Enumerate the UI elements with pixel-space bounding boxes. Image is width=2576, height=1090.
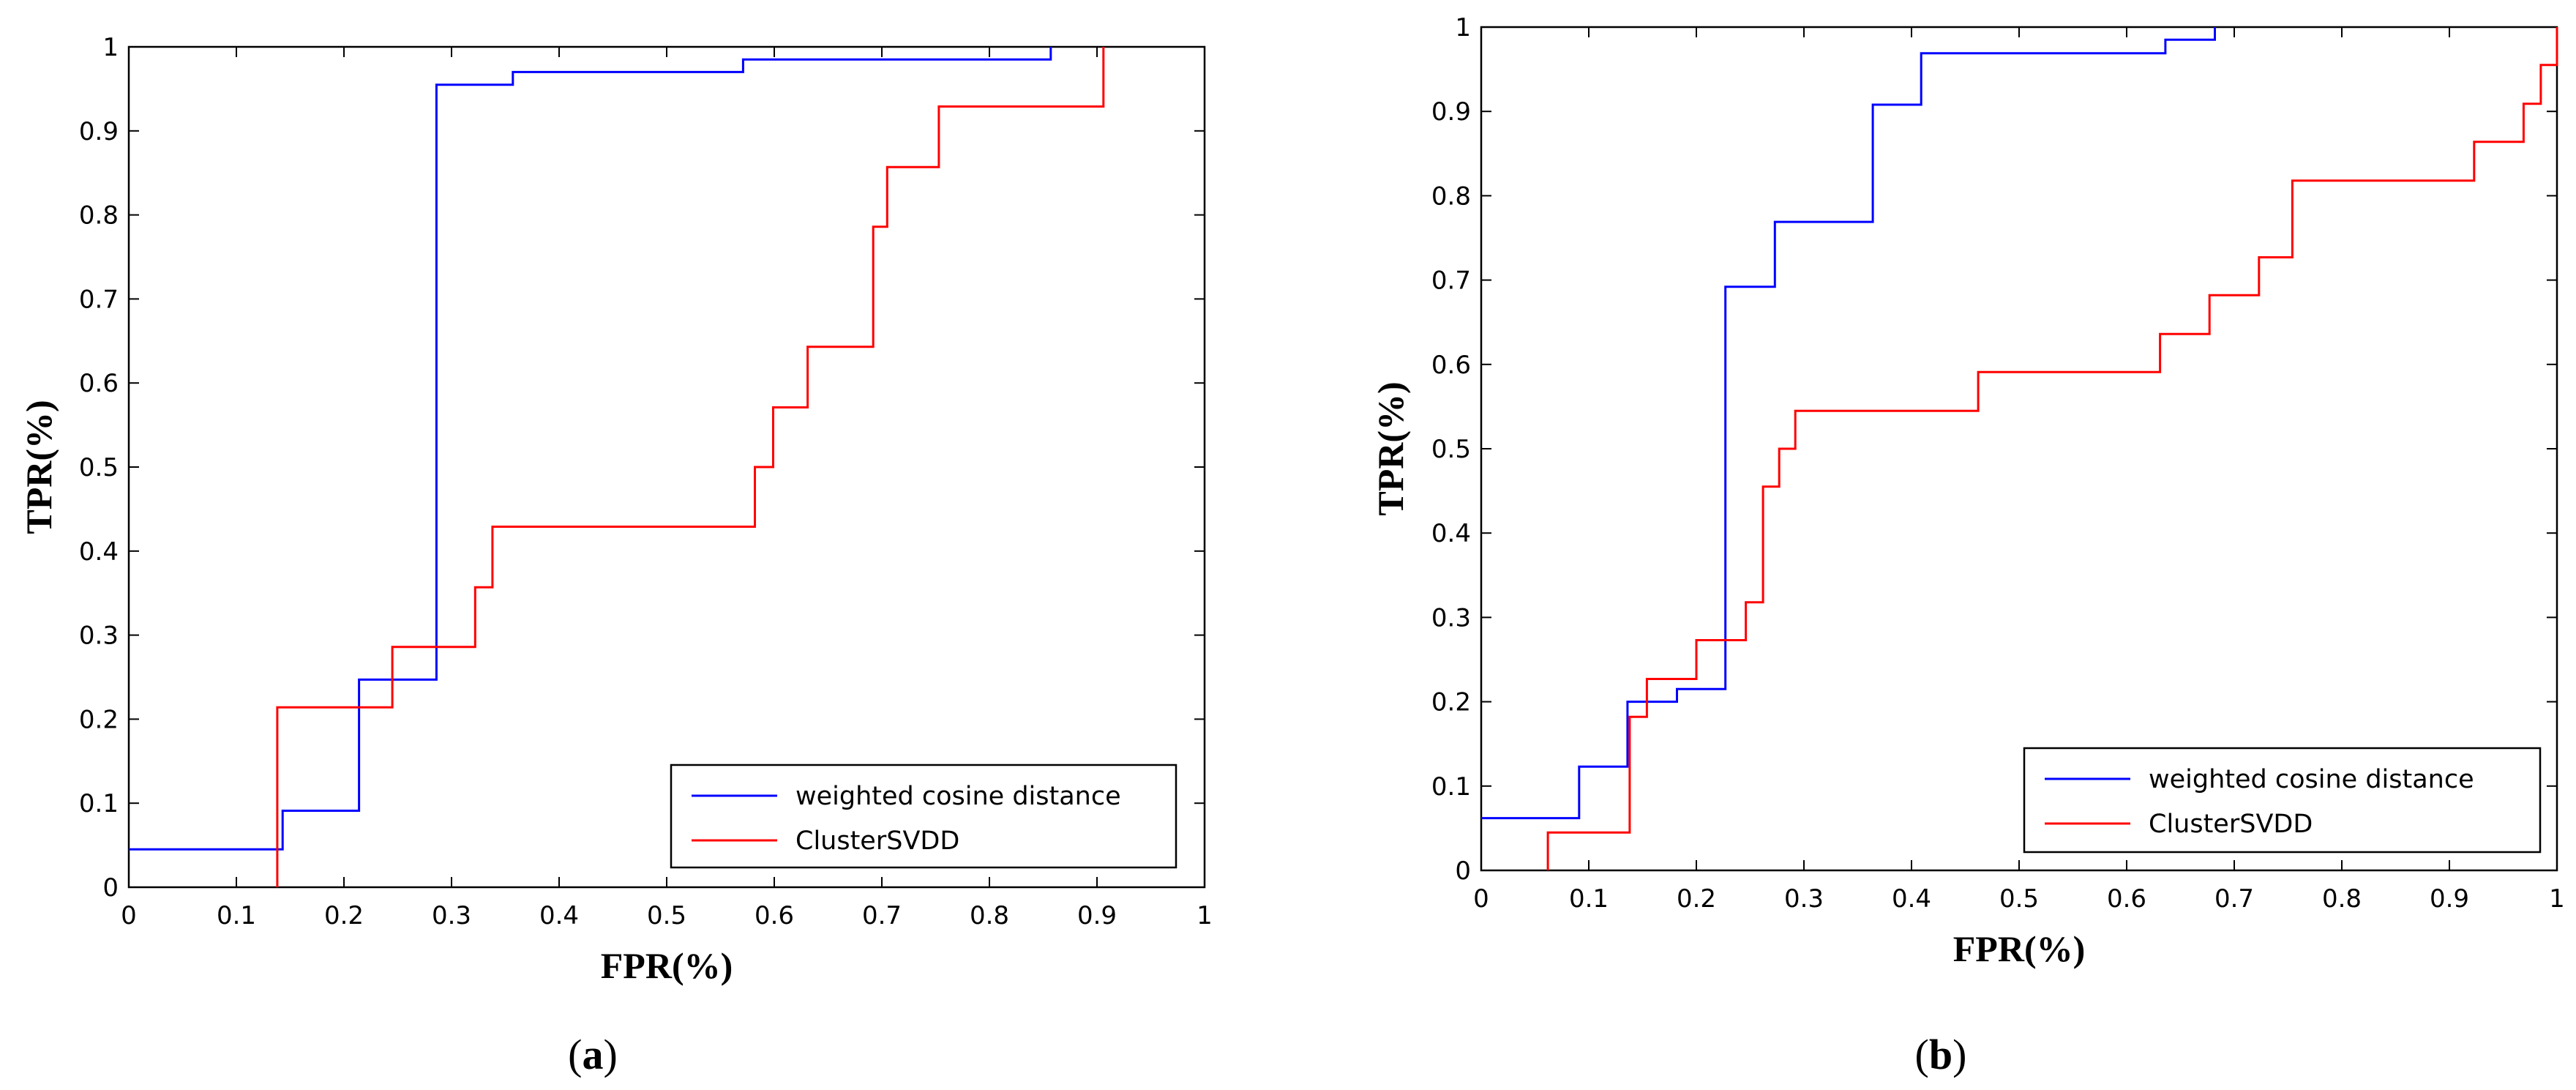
x-tick-label: 0.3 bbox=[432, 901, 471, 930]
y-tick-label: 0.1 bbox=[1431, 772, 1471, 802]
y-tick-label: 0.6 bbox=[1431, 351, 1471, 380]
y-tick-label: 0.1 bbox=[79, 789, 119, 818]
y-tick-label: 0.9 bbox=[79, 117, 119, 146]
y-axis-label: TPR(%) bbox=[1370, 381, 1411, 515]
axes-box bbox=[1480, 26, 2558, 872]
x-tick-label: 0.5 bbox=[647, 901, 686, 930]
legend: weighted cosine distance ClusterSVDD bbox=[2023, 747, 2542, 854]
y-tick-label: 0.2 bbox=[1431, 688, 1471, 717]
y-tick-label: 0.8 bbox=[79, 201, 119, 231]
x-tick-label: 0.6 bbox=[755, 901, 794, 930]
x-tick-label: 0.2 bbox=[324, 901, 364, 930]
y-tick-label: 0 bbox=[1455, 856, 1471, 886]
panel-label: (a) bbox=[568, 1031, 618, 1078]
x-tick-label: 0.7 bbox=[2214, 884, 2254, 914]
x-tick-label: 0.8 bbox=[970, 901, 1009, 930]
x-tick-label: 0.1 bbox=[1569, 884, 1609, 914]
y-tick-label: 0.3 bbox=[79, 621, 119, 651]
legend-entry: weighted cosine distance bbox=[2149, 765, 2474, 794]
x-tick-label: 0.1 bbox=[217, 901, 256, 930]
y-tick-label: 0.9 bbox=[1431, 97, 1471, 127]
legend-entry: ClusterSVDD bbox=[795, 826, 959, 856]
y-tick-label: 0.3 bbox=[1431, 603, 1471, 632]
y-tick-label: 0.5 bbox=[79, 453, 119, 482]
y-tick-label: 0.5 bbox=[1431, 435, 1471, 464]
chart-panel-a: 0 0.1 0.2 0.3 0.4 0.5 0.6 0.7 0.8 0.9 1 0 0.1 0.2 0.3 0… bbox=[18, 33, 1213, 1078]
x-tick-label: 1 bbox=[1197, 901, 1213, 930]
x-tick-label: 0.8 bbox=[2322, 884, 2362, 914]
series-line-weighted-cosine bbox=[1481, 27, 2216, 820]
series-line-clustersvdd bbox=[276, 47, 1105, 887]
legend-entry: ClusterSVDD bbox=[2149, 810, 2313, 839]
x-tick-label: 0.2 bbox=[1677, 884, 1716, 914]
x-tick-label: 0.7 bbox=[862, 901, 902, 930]
y-axis-label: TPR(%) bbox=[18, 400, 59, 534]
legend-box bbox=[670, 764, 1177, 869]
legend-box bbox=[2023, 747, 2542, 854]
x-tick-label: 1 bbox=[2549, 884, 2565, 914]
y-tick-label: 0.2 bbox=[79, 705, 119, 734]
x-tick-label: 0 bbox=[1473, 884, 1489, 914]
x-tick-label: 0.9 bbox=[2430, 884, 2469, 914]
y-tick-label: 0.8 bbox=[1431, 182, 1471, 211]
y-tick-label: 0.6 bbox=[79, 369, 119, 398]
y-tick-label: 0.7 bbox=[79, 285, 119, 314]
x-tick-label: 0 bbox=[121, 901, 137, 930]
legend-entry: weighted cosine distance bbox=[795, 782, 1121, 811]
panel-label: (b) bbox=[1915, 1031, 1967, 1078]
x-tick-label: 0.6 bbox=[2107, 884, 2146, 914]
x-axis-label: FPR(%) bbox=[601, 945, 733, 986]
axes-box bbox=[127, 45, 1206, 889]
y-tick-label: 0.4 bbox=[1431, 519, 1471, 548]
x-tick-label: 0.4 bbox=[539, 901, 579, 930]
y-tick-label: 0.4 bbox=[79, 537, 119, 567]
x-tick-label: 0.5 bbox=[1999, 884, 2039, 914]
y-tick-label: 1 bbox=[1455, 13, 1471, 42]
x-tick-label: 0.9 bbox=[1077, 901, 1117, 930]
series-line-weighted-cosine bbox=[129, 47, 1052, 851]
y-tick-label: 0 bbox=[102, 873, 119, 903]
x-tick-label: 0.4 bbox=[1892, 884, 1931, 914]
legend: weighted cosine distance ClusterSVDD bbox=[670, 764, 1177, 869]
series-line-clustersvdd bbox=[1546, 27, 2558, 870]
x-axis-label: FPR(%) bbox=[1953, 928, 2086, 969]
chart-panel-b: 0 0.1 0.2 0.3 0.4 0.5 0.6 0.7 0.8 0.9 1 0 0.1 0.2 0.3 0… bbox=[1370, 13, 2565, 1078]
x-tick-label: 0.3 bbox=[1784, 884, 1824, 914]
y-tick-label: 1 bbox=[102, 33, 119, 62]
y-tick-label: 0.7 bbox=[1431, 266, 1471, 296]
